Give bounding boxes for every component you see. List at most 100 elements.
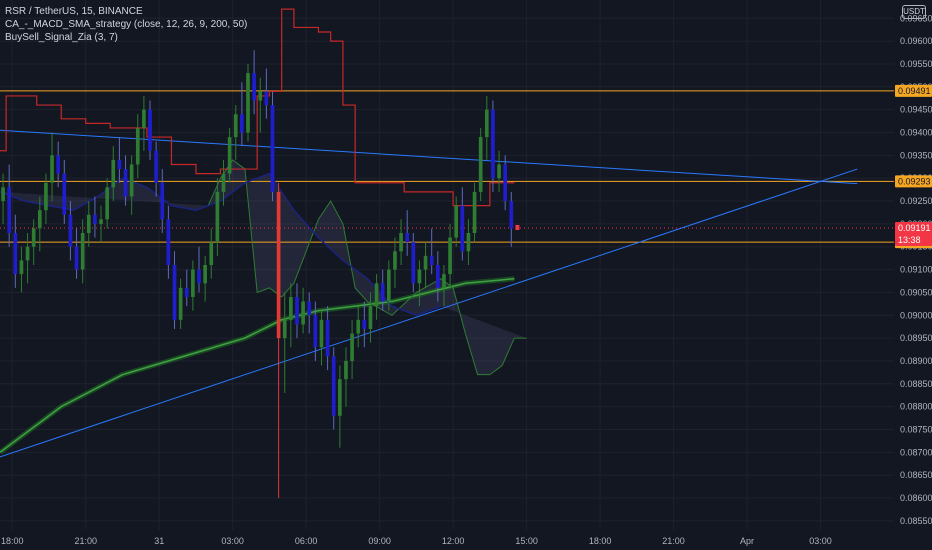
last-price-label: 0.09191 [898, 223, 931, 233]
price-axis[interactable]: 0.096500.096000.095500.095000.094500.094… [895, 13, 932, 526]
price-tick-label: 0.09050 [900, 287, 932, 297]
last-candle-marker [515, 224, 520, 230]
price-tick-label: 0.09000 [900, 310, 932, 320]
candle-body [203, 265, 207, 284]
candle-body [240, 114, 244, 133]
candle-body [99, 219, 103, 224]
candle-body [313, 315, 318, 348]
time-tick-label: 06:00 [295, 536, 318, 546]
candle-body [374, 283, 379, 307]
candle-body [252, 73, 256, 101]
candle-body [270, 105, 275, 192]
candle-body [301, 301, 305, 325]
candle-body [307, 301, 312, 316]
candle-body [166, 219, 171, 265]
candle-body [44, 182, 48, 211]
last-price-tag [895, 221, 932, 246]
candle-body [129, 164, 134, 197]
candle-body [466, 233, 471, 252]
candle-body [295, 296, 299, 325]
candle-body [80, 233, 85, 270]
candle-body [509, 201, 514, 229]
candle-body [7, 187, 12, 234]
time-tick-label: 21:00 [74, 536, 97, 546]
price-tick-label: 0.08900 [900, 356, 932, 366]
candle-body [197, 269, 201, 284]
candle-body [50, 155, 54, 183]
candle-body [484, 109, 489, 138]
candle-body [264, 91, 269, 106]
red-trail-line [0, 8, 515, 207]
candle-body [435, 265, 440, 288]
candle-body [503, 164, 508, 202]
price-tick-label: 0.08750 [900, 424, 932, 434]
candle-body [289, 296, 293, 320]
price-tick-label: 0.08700 [900, 447, 932, 457]
currency-label[interactable]: USDT [902, 5, 926, 19]
level-tag-label: 0.09491 [898, 86, 931, 96]
band-fill [0, 159, 527, 375]
time-tick-label: 12:00 [442, 536, 465, 546]
legend-indicator-macd[interactable]: CA_-_MACD_SMA_strategy (close, 12, 26, 9… [5, 19, 248, 30]
candle-body [31, 228, 36, 247]
price-tick-label: 0.08600 [900, 493, 932, 503]
candle-body [386, 269, 391, 302]
candle-body [319, 319, 324, 348]
candle-body [227, 137, 232, 174]
candle-body [282, 319, 287, 339]
candle-body [460, 205, 465, 252]
candle-body [148, 109, 152, 151]
candle-body [68, 214, 73, 247]
candle-body [423, 255, 428, 270]
time-tick-label: Apr [740, 536, 754, 546]
trend-line [0, 168, 858, 458]
legend-symbol[interactable]: RSR / TetherUS, 15, BINANCE [5, 6, 143, 17]
trend-line [0, 129, 858, 185]
candle-body [497, 164, 501, 179]
candle-body [454, 205, 459, 238]
candle-body [344, 360, 348, 380]
candle-body [356, 319, 361, 334]
price-tick-label: 0.08550 [900, 516, 932, 526]
price-tick-label: 0.08950 [900, 333, 932, 343]
candle-body [191, 269, 195, 297]
candle-body [405, 233, 410, 243]
candle-body [178, 287, 183, 320]
blue-ma-line [0, 172, 442, 317]
ma-50-line [0, 277, 515, 453]
time-tick-label: 31 [154, 536, 164, 546]
band-line [207, 159, 527, 376]
level-tag-label: 0.09293 [898, 176, 931, 186]
price-tick-label: 0.08800 [900, 402, 932, 412]
candle-body [417, 269, 422, 284]
legend-indicator-buysell[interactable]: BuySell_Signal_Zia (3, 7) [5, 32, 118, 43]
candle-body [172, 265, 177, 320]
candle-body [258, 91, 263, 101]
time-tick-label: 18:00 [589, 536, 612, 546]
candle-body [184, 287, 189, 297]
candle-body [233, 114, 238, 138]
candle-body [74, 246, 79, 270]
candle-body [350, 333, 354, 361]
price-tick-label: 0.09400 [900, 128, 932, 138]
candle-body [1, 187, 5, 202]
candles[interactable] [1, 50, 520, 499]
time-tick-label: 03:00 [809, 536, 832, 546]
candle-body [399, 233, 403, 252]
time-tick-label: 09:00 [368, 536, 391, 546]
chart-legend: RSR / TetherUS, 15, BINANCE CA_-_MACD_SM… [5, 5, 247, 44]
candle-body [325, 319, 330, 357]
time-axis[interactable]: 18:00 21:00 31 03:00 06:00 09:00 12:00 15:00 18:… [1, 536, 832, 546]
price-tick-label: 0.09600 [900, 36, 932, 46]
candle-body [491, 109, 495, 179]
candle-body [380, 283, 385, 302]
trend-lines [0, 129, 858, 458]
candle-body [246, 73, 250, 133]
candle-body [93, 214, 97, 224]
candle-body [368, 306, 373, 329]
time-tick-label: 15:00 [515, 536, 538, 546]
candle-body [338, 379, 342, 416]
candle-body [221, 173, 226, 192]
